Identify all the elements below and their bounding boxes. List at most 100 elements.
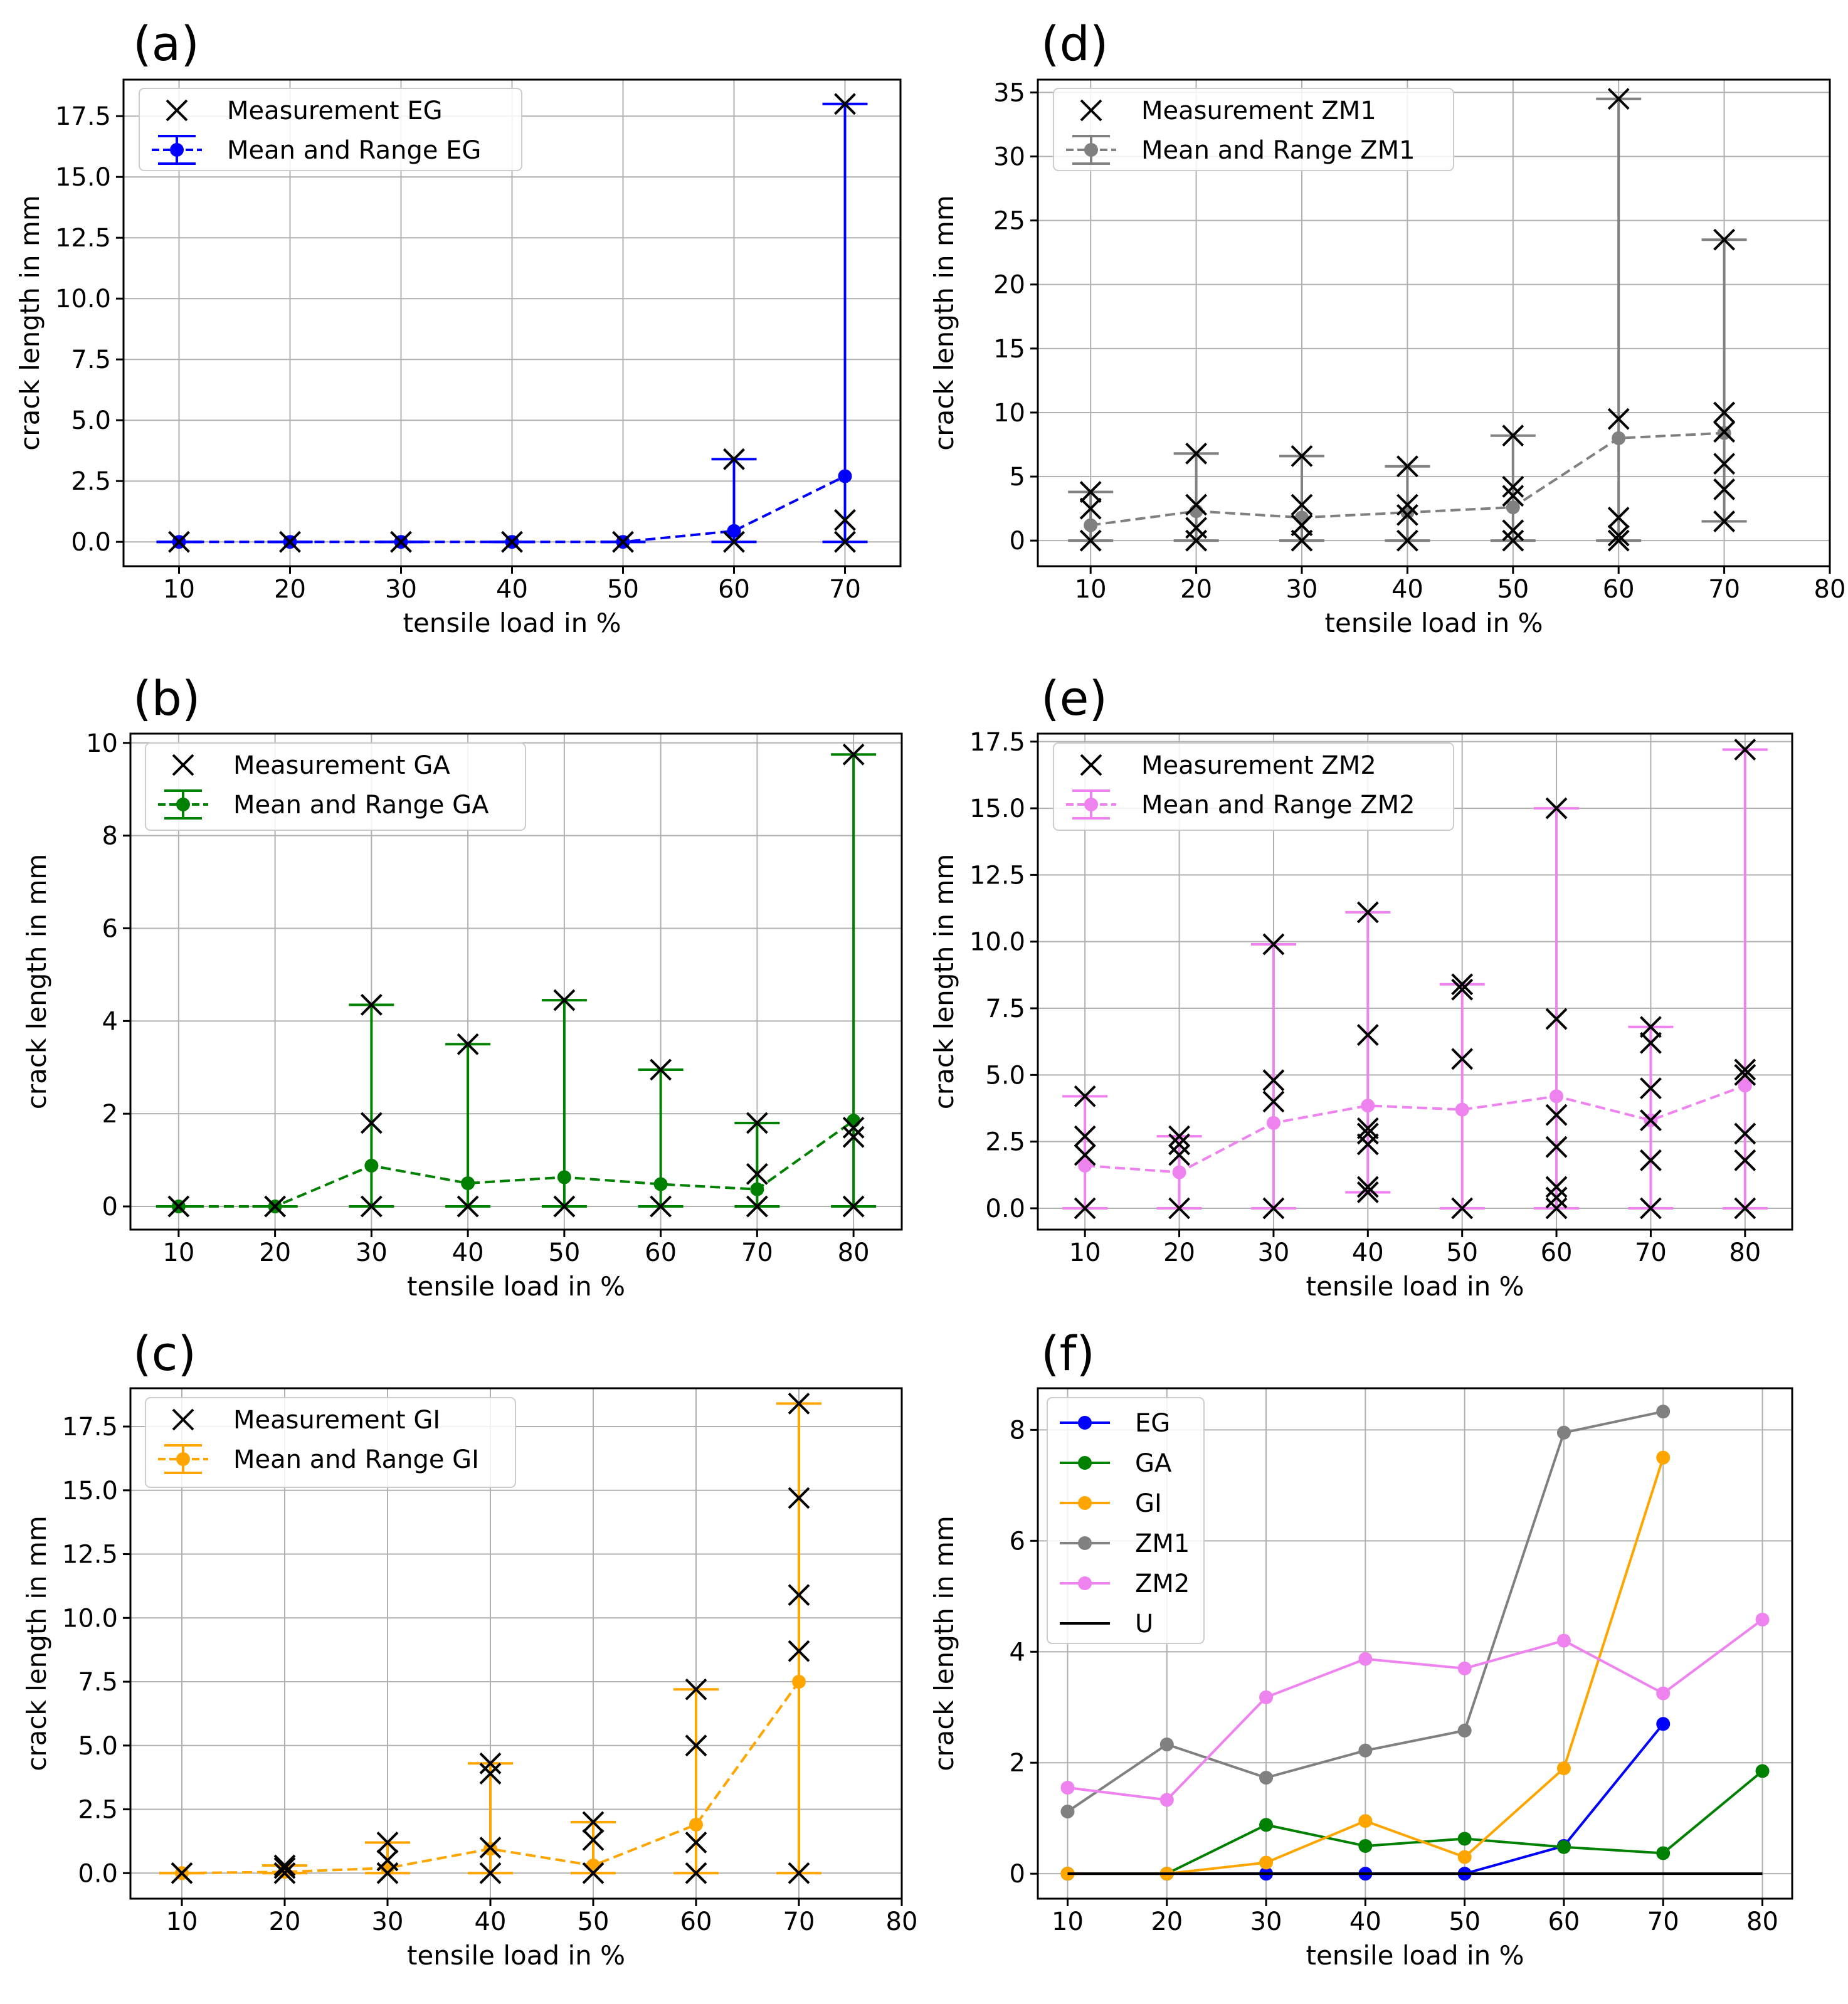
y-tick-label: 7.5	[71, 345, 111, 374]
measurement-marker	[360, 1195, 383, 1218]
measurement-marker	[1640, 1109, 1662, 1132]
measurement-marker	[1291, 493, 1313, 516]
measurement-marker	[582, 1862, 605, 1884]
legend-marker-GA	[1078, 1456, 1092, 1470]
measurement-marker	[1356, 1181, 1379, 1203]
measurement-marker	[788, 1393, 810, 1415]
measurement-marker	[273, 1862, 296, 1884]
panel-label: (d)	[1041, 16, 1109, 71]
mean-point	[727, 524, 741, 538]
x-tick-label: 30	[1250, 1907, 1282, 1936]
mean-point	[847, 1114, 861, 1128]
x-tick-label: 20	[269, 1907, 301, 1936]
measurement-marker	[1607, 524, 1630, 547]
series-point-EG	[1656, 1717, 1671, 1731]
legend-measurement-marker	[1080, 99, 1102, 122]
measurement-marker	[1545, 1197, 1568, 1220]
measurement-marker	[788, 1487, 810, 1509]
measurement-marker	[1713, 510, 1736, 532]
measurement-marker	[1291, 529, 1313, 552]
x-tick-label: 80	[838, 1238, 870, 1267]
x-tick-label: 60	[718, 575, 750, 604]
panel-e: 10 20 30 40 50 60 70 80 0.0 2.5 5.0 7.5 10.0 12.5 15.0…	[929, 670, 1793, 1302]
y-tick-label: 7.5	[985, 994, 1025, 1023]
mean-point	[461, 1176, 475, 1191]
measurement-marker	[390, 530, 412, 553]
measurement-marker	[1545, 1104, 1568, 1126]
y-tick-label: 0.0	[71, 528, 111, 557]
y-tick-label: 35	[993, 78, 1025, 107]
y-tick-label: 0	[102, 1193, 118, 1221]
x-axis-label: tensile load in %	[407, 1940, 625, 1971]
x-tick-label: 30	[372, 1907, 404, 1936]
y-tick-label: 2	[1010, 1749, 1025, 1778]
measurement-marker	[1545, 1136, 1568, 1158]
x-tick-label: 50	[548, 1238, 580, 1267]
series-point-ZM1	[1060, 1805, 1075, 1819]
panel-f: 10 20 30 40 50 60 70 80 0 2 4 6 8 tensile load in % cr…	[929, 1326, 1793, 1971]
y-tick-label: 5.0	[71, 406, 111, 435]
y-axis-label: crack length in mm	[21, 854, 52, 1110]
series-point-GI	[1457, 1850, 1472, 1864]
measurement-marker	[1502, 529, 1524, 552]
measurement-marker	[1074, 1085, 1096, 1107]
legend-measurement-label: Measurement GI	[233, 1406, 440, 1435]
series-point-GA	[1457, 1832, 1472, 1846]
x-tick-label: 50	[1446, 1238, 1478, 1267]
measurement-marker	[582, 1828, 605, 1851]
x-tick-label: 20	[274, 575, 306, 604]
axes-frame	[1037, 1387, 1793, 1900]
x-tick-label: 70	[741, 1238, 773, 1267]
x-tick-label: 80	[1746, 1907, 1778, 1936]
x-tick-label: 40	[452, 1238, 484, 1267]
measurement-marker	[1713, 478, 1736, 500]
axes-frame	[1037, 78, 1831, 567]
x-tick-label: 30	[385, 575, 417, 604]
mean-point	[1738, 1078, 1752, 1093]
measurement-marker	[279, 530, 301, 553]
y-tick-label: 6	[102, 914, 118, 943]
x-tick-label: 40	[1391, 575, 1423, 604]
series-point-ZM2	[1755, 1612, 1770, 1627]
y-tick-label: 10.0	[969, 928, 1025, 957]
x-tick-label: 10	[1069, 1238, 1101, 1267]
measurement-marker	[1079, 529, 1102, 552]
measurement-marker	[479, 1837, 502, 1859]
x-tick-label: 40	[1349, 1907, 1381, 1936]
legend-label-GI: GI	[1135, 1489, 1162, 1518]
measurement-marker	[1607, 529, 1630, 552]
measurement-marker	[360, 1112, 383, 1134]
mean-point	[689, 1817, 703, 1832]
measurement-marker	[1356, 1176, 1379, 1198]
y-tick-label: 17.5	[55, 102, 111, 131]
series-point-ZM1	[1159, 1738, 1174, 1752]
series-point-ZM2	[1556, 1633, 1571, 1648]
x-tick-label: 40	[1352, 1238, 1384, 1267]
x-tick-label: 10	[166, 1907, 198, 1936]
y-tick-label: 4	[1010, 1638, 1025, 1667]
measurement-marker	[834, 530, 856, 553]
x-tick-label: 60	[1541, 1238, 1573, 1267]
measurement-marker	[1074, 1144, 1096, 1166]
x-tick-label: 60	[1548, 1907, 1580, 1936]
legend-measurement-label: Measurement EG	[227, 97, 443, 125]
measurement-marker	[479, 1752, 502, 1775]
measurement-marker	[842, 1195, 865, 1218]
measurement-marker	[457, 1033, 479, 1055]
legend-mean-label: Mean and Range ZM1	[1141, 136, 1415, 165]
y-tick-label: 15.0	[62, 1477, 118, 1506]
series-point-GA	[1358, 1838, 1373, 1853]
legend-box	[1053, 88, 1454, 171]
y-tick-label: 5	[1010, 463, 1025, 492]
mean-point	[1295, 510, 1309, 525]
measurement-marker	[1079, 497, 1102, 520]
measurement-marker	[1502, 475, 1524, 498]
mean-point	[653, 1177, 668, 1191]
measurement-marker	[723, 530, 745, 553]
legend-marker-ZM2	[1078, 1576, 1092, 1590]
series-point-ZM2	[1159, 1793, 1174, 1807]
y-tick-label: 15.0	[55, 163, 111, 192]
y-axis-label: crack length in mm	[929, 195, 959, 451]
panel-d: 10 20 30 40 50 60 70 80 0 5 10 15 20 25 30 35 tensile lo…	[929, 16, 1845, 638]
measurement-marker	[1640, 1077, 1662, 1100]
